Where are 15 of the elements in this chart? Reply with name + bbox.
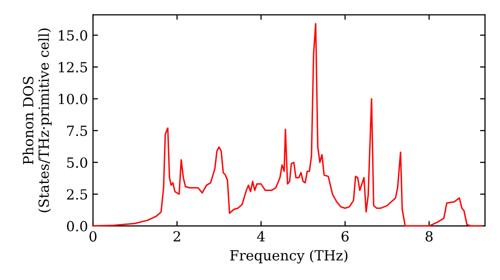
y-tick-label: 7.5 — [67, 126, 88, 136]
x-tick-label: 4 — [257, 231, 265, 242]
y-tick-label: 12.5 — [58, 62, 88, 72]
y-tick-label: 5.0 — [67, 157, 88, 168]
y-tick-label: 2.5 — [66, 189, 88, 200]
y-axis-title: Phonon DOS (States/THz·primitive cell) — [22, 28, 52, 212]
x-tick-label: 2 — [174, 231, 180, 242]
x-tick-label: 6 — [342, 231, 349, 242]
y-tick-label: 10.0 — [58, 94, 88, 104]
x-axis-title: Frequency (THz) — [230, 250, 348, 264]
x-tick-label: 8 — [426, 231, 433, 242]
y-tick-label: 15.0 — [58, 30, 88, 41]
line-series — [92, 23, 482, 227]
y-tick-label: 0.0 — [66, 220, 88, 232]
x-tick-label: 0 — [89, 231, 96, 242]
